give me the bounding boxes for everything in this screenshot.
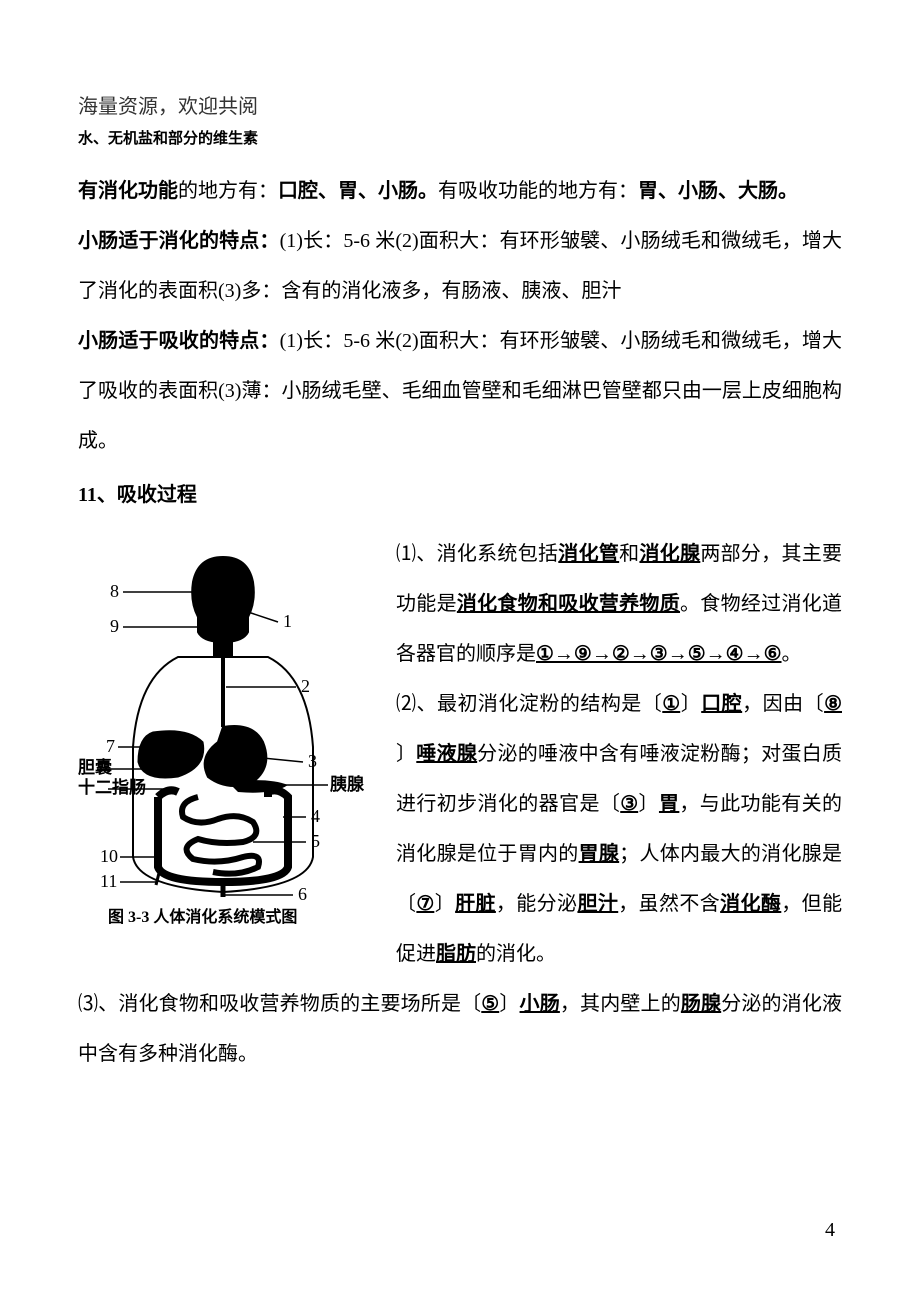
q2-c2: ⑧ bbox=[824, 679, 842, 729]
label-duodenum: 十二指肠 bbox=[78, 777, 146, 797]
label-6: 6 bbox=[298, 884, 307, 904]
q2-u1: 口腔 bbox=[701, 693, 742, 715]
q1-u3: 消化食物和吸收营养物质 bbox=[457, 593, 680, 615]
q1-lead: ⑴、消化系统包括 bbox=[396, 543, 558, 565]
q2-t3: 〕 bbox=[396, 743, 416, 765]
q2-u5: 肝脏 bbox=[455, 893, 496, 915]
p2-bold: 小肠适于消化的特点： bbox=[78, 230, 280, 252]
q2-lead: ⑵、最初消化淀粉的结构是〔 bbox=[396, 693, 662, 715]
q2-u6: 胆汁 bbox=[577, 893, 618, 915]
p1-t1: 的地方有： bbox=[178, 180, 278, 202]
p1-bold3: 胃、小肠、大肠。 bbox=[638, 180, 798, 202]
q3-u2: 肠腺 bbox=[681, 993, 721, 1015]
q2-t9: ，能分泌 bbox=[496, 893, 578, 915]
label-3: 3 bbox=[308, 751, 317, 771]
q3-t2: ，其内壁上的 bbox=[560, 993, 681, 1015]
q2-u4: 胃腺 bbox=[579, 843, 620, 865]
label-11: 11 bbox=[100, 871, 117, 891]
q3-lead: ⑶、消化食物和吸收营养物质的主要场所是〔 bbox=[78, 993, 481, 1015]
figure-block: 1 2 3 4 5 6 7 8 9 10 11 胆囊 十二指肠 胰腺 图 3-3… bbox=[78, 547, 368, 932]
q1-u2: 消化腺 bbox=[639, 543, 700, 565]
q2-t5: 〕 bbox=[638, 793, 659, 815]
q3-u1: 小肠 bbox=[520, 993, 560, 1015]
q1-mid1: 和 bbox=[619, 543, 639, 565]
q1-seq: ①→⑨→②→③→⑤→④→⑥ bbox=[536, 629, 782, 679]
question-3: ⑶、消化食物和吸收营养物质的主要场所是〔⑤〕小肠，其内壁上的肠腺分泌的消化液中含… bbox=[78, 979, 842, 1079]
paragraph-3: 小肠适于吸收的特点：(1)长：5-6 米(2)面积大：有环形皱襞、小肠绒毛和微绒… bbox=[78, 316, 842, 466]
q2-c4: ⑦ bbox=[416, 879, 434, 929]
q3-c1: ⑤ bbox=[481, 979, 499, 1029]
resource-header: 海量资源，欢迎共阅 bbox=[78, 90, 842, 119]
label-10: 10 bbox=[100, 846, 118, 866]
label-7: 7 bbox=[106, 736, 115, 756]
q2-t1: 〕 bbox=[680, 693, 701, 715]
q2-c1: ① bbox=[662, 679, 680, 729]
label-4: 4 bbox=[311, 806, 320, 826]
label-2: 2 bbox=[301, 676, 310, 696]
digestive-system-diagram: 1 2 3 4 5 6 7 8 9 10 11 胆囊 十二指肠 胰腺 图 3-3… bbox=[78, 547, 368, 927]
q2-u8: 脂肪 bbox=[436, 943, 476, 965]
figure-caption: 图 3-3 人体消化系统模式图 bbox=[108, 907, 297, 926]
p1-t3: 的地方有： bbox=[538, 180, 638, 202]
p1-t2: 有吸收功能 bbox=[438, 180, 538, 202]
q1-u1: 消化管 bbox=[558, 543, 619, 565]
label-1: 1 bbox=[283, 611, 292, 631]
q2-u3: 胃 bbox=[659, 793, 679, 815]
p1-bold1: 有消化功能 bbox=[78, 180, 178, 202]
q2-t8: 〕 bbox=[434, 893, 455, 915]
q2-t12: 的消化。 bbox=[476, 943, 556, 965]
content-wrap: 1 2 3 4 5 6 7 8 9 10 11 胆囊 十二指肠 胰腺 图 3-3… bbox=[78, 529, 842, 1079]
q2-t2: ，因由〔 bbox=[742, 693, 824, 715]
q1-t3: 。 bbox=[782, 643, 802, 665]
label-5: 5 bbox=[311, 831, 320, 851]
label-8: 8 bbox=[110, 581, 119, 601]
page-number: 4 bbox=[825, 1219, 835, 1242]
label-gallbladder: 胆囊 bbox=[78, 757, 112, 777]
q2-u2: 唾液腺 bbox=[416, 743, 477, 765]
p3-bold: 小肠适于吸收的特点： bbox=[78, 330, 280, 352]
paragraph-1: 有消化功能的地方有：口腔、胃、小肠。有吸收功能的地方有：胃、小肠、大肠。 bbox=[78, 166, 842, 216]
subheader: 水、无机盐和部分的维生素 bbox=[78, 127, 842, 148]
section-title: 11、吸收过程 bbox=[78, 478, 842, 507]
q2-t10: ，虽然不含 bbox=[618, 893, 720, 915]
q3-t1: 〕 bbox=[499, 993, 519, 1015]
q2-c3: ③ bbox=[620, 779, 638, 829]
p1-bold2: 口腔、胃、小肠。 bbox=[278, 180, 438, 202]
label-9: 9 bbox=[110, 616, 119, 636]
paragraph-2: 小肠适于消化的特点：(1)长：5-6 米(2)面积大：有环形皱襞、小肠绒毛和微绒… bbox=[78, 216, 842, 316]
label-pancreas: 胰腺 bbox=[330, 774, 365, 794]
q2-u7: 消化酶 bbox=[720, 893, 781, 915]
